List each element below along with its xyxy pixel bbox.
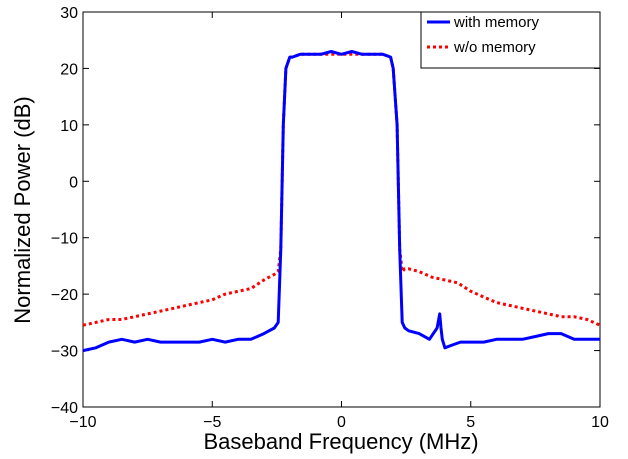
y-tick-label: −30	[51, 344, 78, 361]
x-tick-label: −5	[203, 414, 221, 431]
y-tick-label: 20	[60, 61, 78, 78]
y-tick-label: 10	[60, 118, 78, 135]
y-tick-label: −40	[51, 400, 78, 417]
legend-box	[420, 11, 601, 69]
legend-label-with-memory: with memory	[453, 14, 540, 31]
legend: with memory w/o memory	[420, 11, 601, 69]
axis-ticks: −10 −5 0 5 10 −40 −30 −20 −10 0 10 20 30	[51, 5, 609, 431]
y-tick-label: 0	[69, 174, 78, 191]
series-line-with-memory	[82, 50, 600, 353]
x-axis-title: Baseband Frequency (MHz)	[203, 429, 478, 454]
x-tick-label: 10	[591, 414, 609, 431]
series-line-w-o-memory	[82, 52, 601, 327]
x-tick-label: 5	[466, 414, 475, 431]
y-tick-label: 30	[60, 5, 78, 22]
legend-label-w-o-memory: w/o memory	[453, 39, 536, 56]
x-tick-label: −10	[69, 414, 96, 431]
y-tick-label: −10	[51, 231, 78, 248]
series-lines	[82, 50, 601, 353]
x-tick-label: 0	[337, 414, 346, 431]
y-axis-title: Normalized Power (dB)	[10, 96, 35, 323]
y-tick-label: −20	[51, 287, 78, 304]
